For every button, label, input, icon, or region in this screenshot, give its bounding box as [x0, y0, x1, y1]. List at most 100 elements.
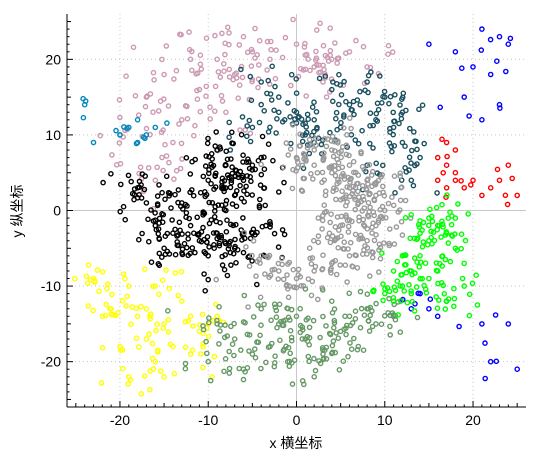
data-point — [347, 340, 353, 346]
data-point — [321, 202, 328, 208]
data-point — [275, 244, 282, 250]
data-point — [187, 313, 194, 320]
data-point — [390, 202, 397, 209]
data-point — [279, 227, 286, 233]
data-point — [141, 266, 148, 272]
data-point — [434, 305, 441, 312]
data-point — [429, 218, 436, 225]
data-point — [291, 357, 298, 364]
data-point — [363, 186, 370, 192]
data-point — [252, 25, 258, 32]
data-point — [346, 313, 353, 320]
data-point — [165, 329, 172, 335]
data-point — [300, 175, 307, 182]
data-point — [156, 291, 162, 298]
data-point — [466, 312, 473, 319]
data-point — [332, 172, 339, 179]
data-point — [434, 313, 441, 320]
data-point — [339, 188, 345, 194]
data-point — [361, 312, 368, 319]
data-point — [228, 156, 234, 162]
data-point — [505, 321, 512, 327]
data-point — [351, 111, 357, 118]
data-point — [350, 158, 357, 165]
data-point — [168, 205, 174, 211]
data-point — [279, 119, 286, 125]
data-point — [232, 221, 239, 228]
data-point — [209, 199, 216, 206]
data-point — [365, 89, 371, 96]
data-point — [186, 29, 192, 35]
data-point — [226, 370, 233, 376]
data-point — [342, 313, 348, 320]
data-point — [306, 358, 312, 365]
data-point — [317, 20, 323, 27]
data-point — [378, 213, 385, 220]
data-point — [213, 218, 219, 225]
data-point — [330, 338, 337, 344]
data-point — [118, 181, 124, 188]
data-point — [299, 162, 306, 169]
data-point — [494, 166, 501, 173]
y-axis-title: y 纵坐标 — [9, 185, 25, 238]
data-point — [124, 293, 131, 300]
data-point — [357, 288, 364, 295]
data-point — [213, 129, 219, 135]
data-point — [408, 290, 415, 297]
data-point — [269, 63, 276, 70]
data-point — [410, 129, 417, 135]
data-point — [205, 333, 212, 340]
data-point — [406, 125, 413, 132]
data-point — [413, 284, 420, 290]
data-point — [216, 242, 223, 249]
data-point — [386, 295, 392, 302]
data-point — [428, 228, 434, 235]
data-point — [124, 125, 130, 131]
data-point — [265, 129, 272, 135]
data-point — [156, 262, 163, 269]
data-point — [445, 215, 452, 221]
data-point — [323, 143, 330, 150]
data-point — [340, 125, 347, 131]
data-point — [173, 67, 180, 74]
data-point — [380, 297, 386, 304]
data-point — [319, 217, 326, 224]
data-point — [411, 255, 418, 261]
data-point — [272, 304, 279, 311]
data-point — [384, 285, 391, 291]
data-point — [212, 83, 219, 90]
data-point — [397, 329, 404, 336]
data-point — [275, 276, 282, 282]
data-point — [187, 56, 194, 63]
data-point — [205, 276, 211, 283]
data-point — [433, 204, 440, 211]
data-point — [331, 306, 338, 312]
data-point — [437, 104, 444, 111]
data-point — [190, 132, 197, 139]
data-point — [239, 74, 246, 81]
data-point — [408, 177, 415, 184]
data-point — [426, 305, 432, 312]
data-point — [99, 344, 106, 351]
data-point — [228, 262, 234, 268]
data-point — [152, 210, 158, 216]
data-point — [434, 177, 441, 184]
data-point — [181, 240, 188, 247]
data-point — [290, 266, 297, 273]
data-point — [185, 235, 191, 242]
data-point — [268, 97, 275, 103]
data-point — [339, 164, 346, 171]
data-point — [324, 234, 331, 241]
data-point — [467, 182, 474, 188]
data-point — [166, 251, 173, 257]
data-point — [458, 177, 464, 184]
data-point — [299, 188, 306, 194]
data-point — [240, 249, 247, 256]
data-point — [314, 124, 320, 131]
data-point — [258, 101, 265, 108]
data-point — [335, 101, 342, 108]
data-point — [135, 236, 142, 243]
data-point — [245, 159, 252, 165]
data-point — [157, 98, 164, 104]
data-point — [205, 358, 211, 365]
